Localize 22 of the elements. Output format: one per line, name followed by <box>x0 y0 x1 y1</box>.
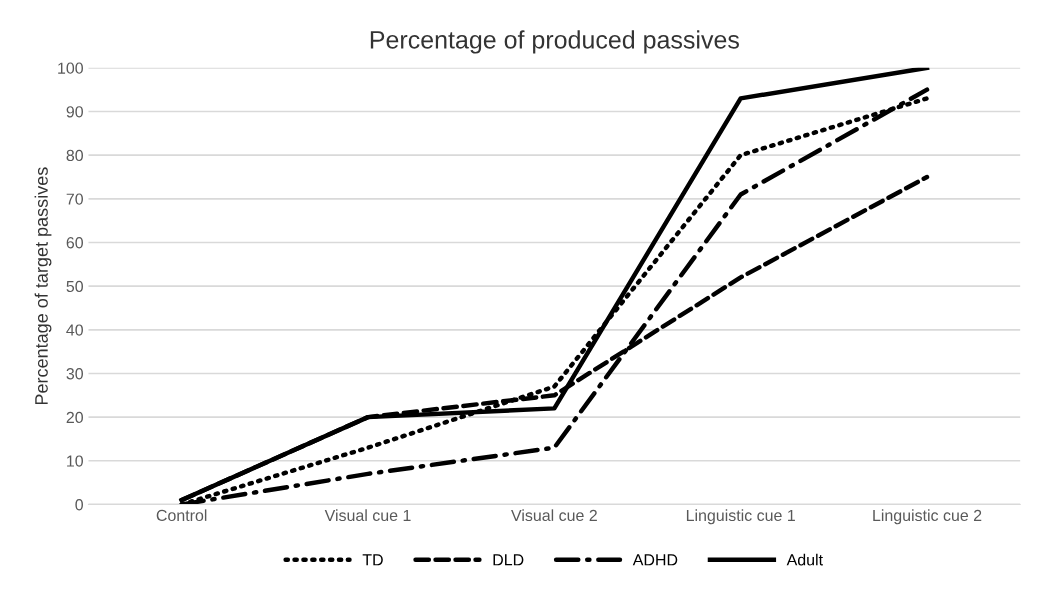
y-tick-label: 10 <box>67 455 83 467</box>
x-tick-label: Linguistic cue 2 <box>873 509 982 525</box>
y-tick-label: 0 <box>75 499 83 511</box>
y-tick-label: 80 <box>66 149 83 162</box>
chart-title: Percentage of produced passives <box>370 30 739 54</box>
y-tick-label: 70 <box>66 193 83 205</box>
x-tick-label: Linguistic cue 1 <box>686 509 795 525</box>
y-tick-label: 20 <box>66 411 83 424</box>
y-tick-label: 60 <box>66 237 83 249</box>
y-tick-label: 40 <box>66 324 83 336</box>
y-axis-title: Percentage of target passives <box>34 167 52 405</box>
y-tick-label: 50 <box>66 280 83 293</box>
x-tick-label: Visual cue 2 <box>511 509 597 522</box>
x-tick-label: Visual cue 1 <box>324 509 411 522</box>
legend-label: Adult <box>786 553 823 566</box>
legend-label: ADHD <box>632 554 678 566</box>
y-tick-label: 100 <box>58 62 83 74</box>
y-tick-label: 90 <box>66 106 83 118</box>
y-tick-label: 30 <box>66 368 83 380</box>
legend-label: DLD <box>493 554 524 566</box>
legend-label: TD <box>362 554 383 566</box>
x-tick-label: Control <box>156 509 207 522</box>
